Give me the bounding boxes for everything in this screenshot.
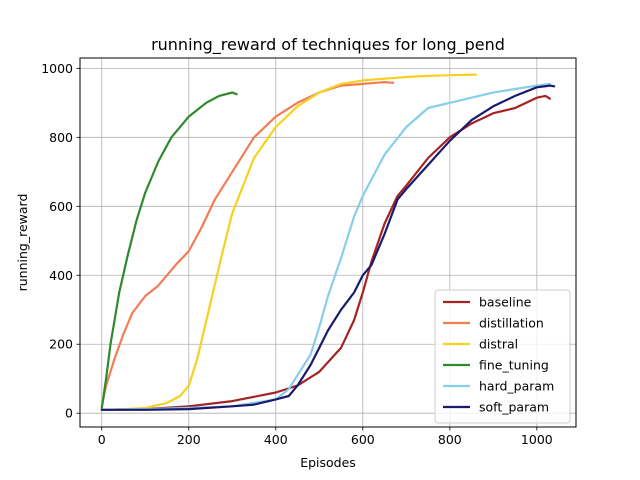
series-line-baseline [100,94,552,411]
legend-label-baseline: baseline [479,295,532,310]
y-tick-label: 1000 [41,61,73,76]
y-tick-label: 200 [49,337,73,352]
x-tick-label: 600 [351,432,375,447]
legend-label-distillation: distillation [479,316,544,331]
x-tick-label: 200 [177,432,201,447]
y-tick-label: 800 [49,130,73,145]
y-tick-label: 600 [49,199,73,214]
chart-title: running_reward of techniques for long_pe… [151,35,505,55]
legend-label-soft-param: soft_param [479,400,549,415]
x-tick-label: 1000 [521,432,553,447]
y-axis-label: running_reward [15,194,30,292]
legend-label-hard-param: hard_param [479,379,554,394]
grid [80,58,576,427]
series-line-hard-param [100,82,552,411]
legend-label-distral: distral [479,337,518,352]
x-tick-label: 400 [264,432,288,447]
series-line-soft-param [100,84,556,411]
y-tick-label: 400 [49,268,73,283]
axes-frame [79,57,577,428]
series-line-fine-tuning [100,91,238,410]
legend: baseline distillation distral fine_tuningha… [434,289,571,424]
y-tick-label: 0 [65,406,73,421]
series-line-distral [100,73,477,411]
x-axis-label: Episodes [300,455,356,470]
axis-ticks: 0 200 400 600 800 1000 0 200 400 600 800 1000 [41,61,553,447]
x-tick-label: 0 [98,432,106,447]
x-tick-label: 800 [438,432,462,447]
legend-label-fine-tuning: fine_tuning [479,358,549,373]
plot-lines [100,73,556,411]
